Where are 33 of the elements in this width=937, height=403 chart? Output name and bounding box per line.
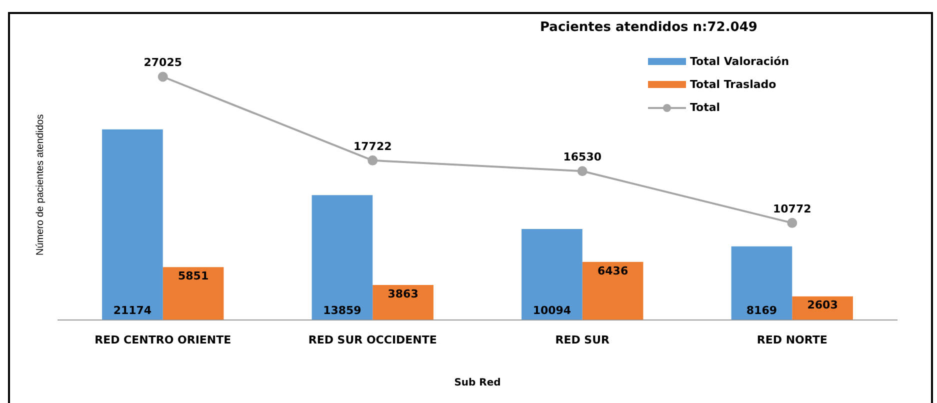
data-label: 13859	[323, 304, 362, 318]
point	[787, 218, 798, 228]
data-label: 8169	[746, 304, 778, 318]
chart-subtitle: Pacientes atendidos n:72.049	[540, 20, 758, 35]
data-label: 16530	[563, 150, 602, 164]
x-axis-title: Sub Red	[454, 378, 501, 389]
data-label: 10772	[772, 202, 812, 216]
x-tick-label: RED SUR	[555, 333, 610, 346]
data-label: 21174	[113, 304, 152, 318]
bar	[372, 285, 434, 320]
x-tick-label: RED CENTRO ORIENTE	[94, 333, 232, 346]
point	[368, 155, 378, 166]
point	[158, 72, 168, 82]
bar	[312, 195, 373, 320]
data-label: 6436	[597, 264, 628, 278]
data-label: 27025	[144, 56, 182, 70]
y-axis-title: Número de pacientes atendidos	[34, 114, 46, 256]
data-label: 10094	[532, 304, 572, 318]
bar	[102, 129, 163, 320]
bar	[522, 229, 582, 320]
bar	[731, 246, 792, 320]
legend-label: Total Valoración	[690, 55, 790, 68]
x-tick-label: RED SUR OCCIDENTE	[308, 333, 437, 346]
point	[577, 166, 588, 176]
legend-label: Total Traslado	[690, 78, 776, 91]
data-label: 17722	[353, 140, 392, 153]
bar	[582, 262, 644, 320]
x-tick-label: RED NORTE	[756, 333, 828, 346]
data-label: 3863	[388, 287, 418, 300]
legend-label: Total	[690, 101, 720, 114]
bar	[162, 267, 224, 320]
data-label: 5851	[178, 270, 209, 283]
data-label: 2603	[807, 298, 838, 312]
